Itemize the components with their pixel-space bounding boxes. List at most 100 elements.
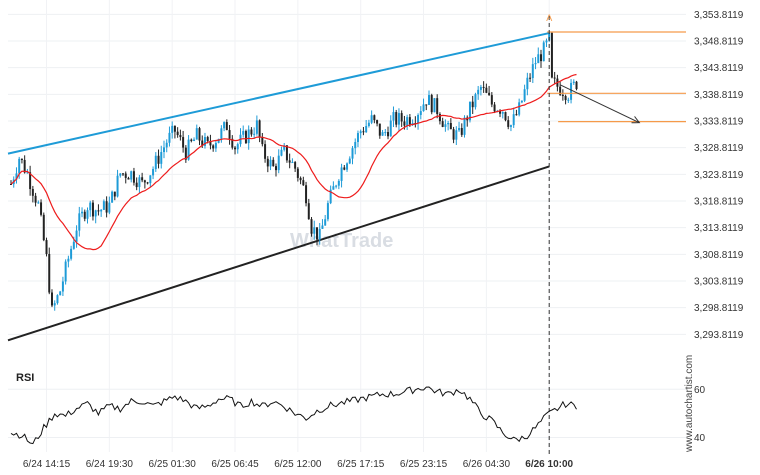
candle-body [234,147,237,150]
candle [165,139,168,153]
candle [378,123,381,139]
price-axis: 3,353.8119 3,348.8119 3,343.8119 3,338.8119… [694,10,744,341]
candle-body [244,131,247,144]
candle-body [468,101,471,121]
candle-body [567,99,570,101]
projection-arrow-line [559,84,640,124]
candle-body [523,89,526,101]
candle-body [460,128,463,135]
candle-body [307,203,310,220]
candle-body [315,227,318,240]
candle [280,146,283,157]
candle-body [91,202,94,217]
candle-body [430,95,433,113]
candle-body [564,96,567,101]
candle [127,176,130,180]
candle-body [540,54,543,62]
candle [346,162,349,172]
candle [176,127,179,138]
candle [348,156,351,165]
horizontal-levels [547,31,686,123]
candle-body [318,228,321,240]
candle-body [258,120,261,138]
candle [40,199,43,217]
candle-body [225,122,228,131]
candle-body [449,122,452,130]
candle [441,117,444,128]
candle-body [463,117,466,135]
candle [351,145,354,165]
candle-body [329,189,332,204]
candle [116,169,119,198]
candle [162,140,165,159]
candle [234,145,237,155]
candle [542,40,545,62]
candle [395,109,398,128]
candle-body [152,169,155,176]
candle [50,289,53,308]
candle [335,184,338,189]
candle-body [376,120,379,124]
candle-body [253,133,256,135]
candle-body [356,133,359,143]
candle-body [94,210,97,217]
candle [94,209,97,224]
candle-body [436,98,439,114]
candle [135,177,138,191]
candle-body [381,132,384,136]
candle [34,192,37,207]
candle [288,153,291,169]
candle-body [264,144,267,159]
candle [550,31,553,79]
candle [285,145,288,163]
candle-body [346,163,349,170]
candle-body [370,115,373,123]
candle-body [206,137,209,142]
candle-body [561,94,564,97]
candle [324,214,327,226]
candle-body [397,113,400,125]
candle-body [389,120,392,137]
candle [182,130,185,153]
candle-body [111,191,114,203]
candle [225,119,228,131]
candle-body [59,291,62,296]
candle-body [447,122,450,125]
candle-body [272,159,275,167]
candle [59,290,62,296]
candle-body [542,42,545,62]
candle-body [18,158,21,174]
candle [124,171,127,184]
candle-body [378,123,381,136]
time-tick-label: 6/26 10:00 [525,459,573,470]
candle-body [81,211,84,214]
candle [452,126,455,144]
candle-body [20,158,23,160]
candle [512,107,515,128]
candle-body [195,128,198,140]
candle-body [340,167,343,181]
candle-body [545,40,548,43]
candle [132,167,135,186]
candle [212,144,215,152]
candle-body [548,32,551,41]
time-tick-label: 6/24 19:30 [86,459,134,470]
price-tick-label: 3,328.8119 [694,143,744,154]
rsi-gridlines [8,388,686,439]
candle-body [406,117,409,126]
candle [523,84,526,103]
candle [272,157,275,167]
pattern-marker-label: A [546,13,552,23]
candle [387,126,390,140]
candle-body [176,131,179,136]
candle-body [75,230,78,242]
candle [370,110,373,125]
candle-body [526,77,529,90]
price-tick-label: 3,318.8119 [694,197,744,208]
candle-body [384,132,387,134]
candle [485,83,488,94]
candle [488,85,491,96]
candle-body [173,125,176,132]
time-tick-label: 6/25 23:15 [400,459,448,470]
